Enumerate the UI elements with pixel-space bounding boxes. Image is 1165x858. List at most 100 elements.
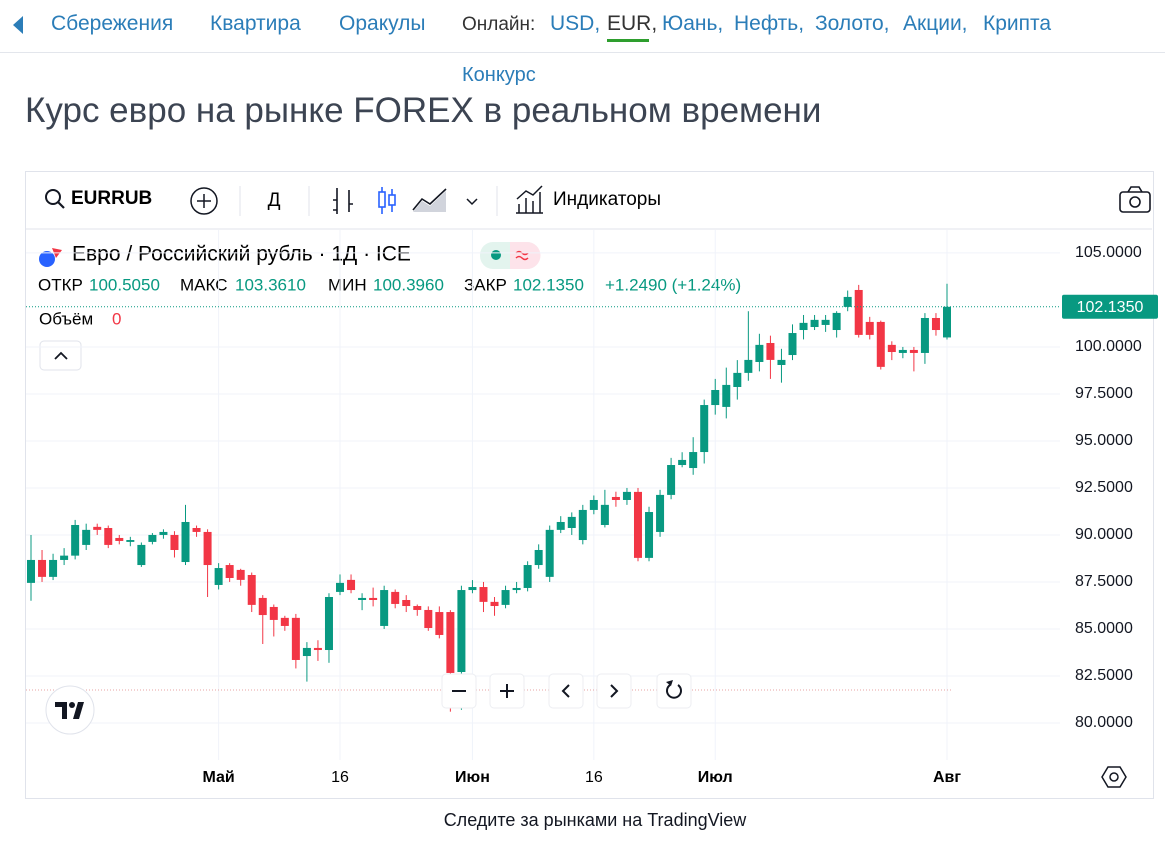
symbol[interactable]: EURRUB [71,188,152,209]
change: +1.2490 (+1.24%) [605,275,741,294]
market-status [480,242,541,269]
settings-icon[interactable] [1101,766,1127,788]
candle-body [777,359,786,365]
candle-body [413,606,422,610]
candle-body [225,565,234,579]
candle-body [468,587,477,591]
volume-value: 0 [112,309,121,328]
candle-body [578,509,587,541]
ohlc-value: 102.1350 [513,275,584,294]
candle-body [181,521,190,563]
zoom-out[interactable] [441,673,477,709]
candle-body [336,582,345,592]
zoom-in[interactable] [489,673,525,709]
candle-body [755,344,764,362]
candle-body [60,555,69,560]
y-tick-label: 90.0000 [1075,526,1133,543]
contest-link[interactable]: Конкурс [462,64,536,86]
candle-body [766,342,775,360]
candle-body [369,597,378,601]
candle-body [302,647,311,657]
ohlc-label: МАКС [180,275,228,294]
market-link[interactable]: Нефть, [734,12,805,35]
candle-body [479,587,488,602]
x-tick-label: Авг [933,769,961,786]
market-link-active[interactable]: EUR, [607,12,658,35]
candle-body [744,359,753,373]
candle-body [358,597,367,601]
candle-body [832,312,841,331]
candle-body [104,527,113,545]
candle-body [865,321,874,335]
candle-body [424,609,433,629]
collapse-legend[interactable] [39,340,82,371]
candle-body [611,496,620,500]
candle-body [711,389,720,406]
candle-body [799,322,808,331]
indicators-button[interactable]: Индикаторы [553,189,661,210]
screenshot-icon[interactable] [1119,186,1151,213]
interval[interactable]: Д [268,190,281,211]
candle-body [909,349,918,353]
area-icon[interactable] [412,188,447,212]
candle-body [49,559,58,577]
market-link[interactable]: Золото, [815,12,890,35]
candle-body [567,516,576,528]
candle-body [534,549,543,566]
x-tick-label: 16 [585,769,603,786]
candle-body [887,344,896,353]
candle-body [203,531,212,566]
candle-body [258,597,267,616]
indicators-icon[interactable] [516,185,543,214]
candle-body [391,591,400,604]
candles-icon[interactable] [378,187,396,214]
ohlc-value: 100.3960 [373,275,444,294]
chart: EURRUB Д Индикаторы Евро / Российский ру… [26,185,1158,788]
candle-body [898,349,907,353]
back-arrow[interactable] [10,14,26,36]
candle-body [38,559,47,577]
scroll-left[interactable] [548,673,584,709]
candle-body [700,405,709,453]
add-symbol[interactable] [190,187,218,215]
candle-body [788,333,797,356]
nav-link[interactable]: Сбережения [51,12,174,35]
search-icon[interactable] [45,189,65,209]
market-link[interactable]: Акции, [903,12,968,35]
x-tick-label: Июл [698,769,733,786]
candle-body [27,559,35,583]
candle-body [645,512,654,558]
candle-body [501,590,510,605]
tradingview-logo[interactable] [45,685,95,735]
ohlc-value: 103.3610 [235,275,306,294]
candle-body [689,452,698,469]
scroll-right[interactable] [596,673,632,709]
market-link[interactable]: Крипта [983,12,1052,35]
candle-body [589,499,598,510]
reset-chart[interactable] [656,673,692,709]
candle-body [821,319,830,325]
candle-body [556,521,565,530]
market-link[interactable]: USD, [550,12,601,35]
footer-link[interactable]: Следите за рынками на TradingView [443,810,747,830]
nav-link[interactable]: Оракулы [339,12,426,35]
nav-link[interactable]: Квартира [210,12,301,35]
candle-body [943,306,951,338]
candle-body [313,647,322,651]
candle-body [214,568,223,585]
candle-body [380,590,389,626]
y-tick-label: 85.0000 [1075,620,1133,637]
market-link[interactable]: Юань, [662,12,724,35]
candle-body [656,494,665,532]
candle-body [291,617,300,660]
y-tick-label: 105.0000 [1075,244,1142,261]
chart-type-dropdown[interactable] [466,198,478,206]
candle-body [920,317,929,353]
candle-body [93,526,102,530]
bars-icon[interactable] [333,188,353,214]
y-tick-label: 82.5000 [1075,667,1133,684]
candle-body [159,531,168,535]
candle-body [126,540,135,542]
candle-body [115,537,124,541]
